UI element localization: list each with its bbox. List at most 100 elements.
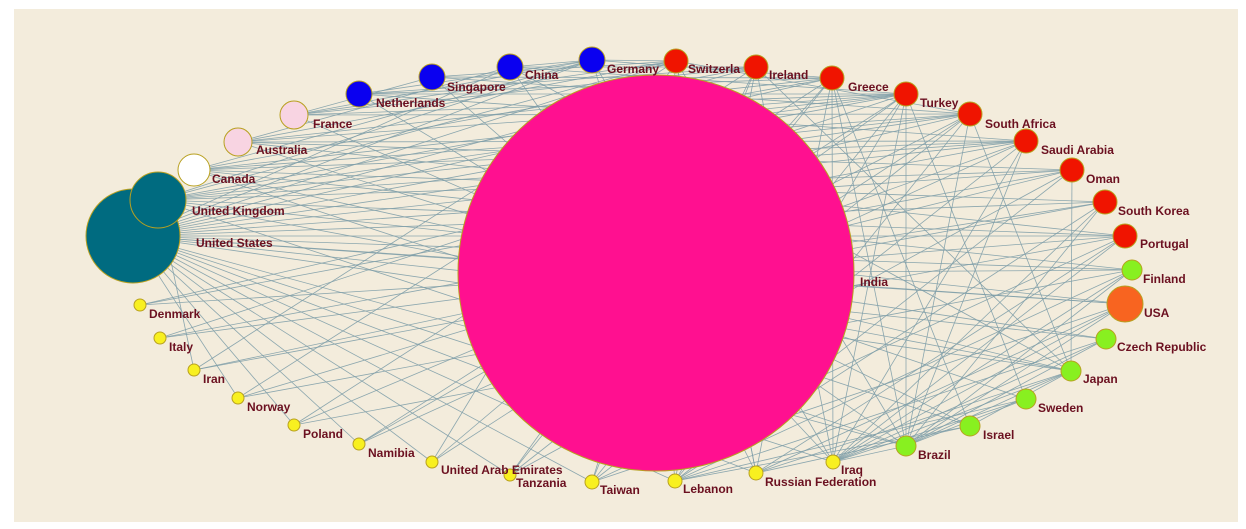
node-italy[interactable] xyxy=(153,331,167,345)
node-label-tanzania: Tanzania xyxy=(516,476,567,490)
node-label-india: India xyxy=(860,275,888,289)
node-label-czech-republic: Czech Republic xyxy=(1117,340,1207,354)
edge-united-states-tanzania xyxy=(132,235,511,476)
node-label-poland: Poland xyxy=(303,427,343,441)
edge-china-turkey xyxy=(509,66,907,95)
node-label-norway: Norway xyxy=(247,400,291,414)
edge-netherlands-ireland xyxy=(358,66,757,95)
edge-czech-republic-iraq xyxy=(832,338,1107,463)
edge-sweden-iraq xyxy=(832,398,1027,463)
nodes-layer xyxy=(85,46,1144,490)
node-japan[interactable] xyxy=(1060,360,1082,382)
node-label-oman: Oman xyxy=(1086,172,1120,186)
node-label-south-korea: South Korea xyxy=(1118,204,1190,218)
node-poland[interactable] xyxy=(287,418,301,432)
node-label-australia: Australia xyxy=(256,143,308,157)
node-switzerland[interactable] xyxy=(663,48,689,74)
node-lebanon[interactable] xyxy=(667,473,683,489)
node-brazil[interactable] xyxy=(895,435,917,457)
node-czech-republic[interactable] xyxy=(1095,328,1117,350)
node-sweden[interactable] xyxy=(1015,388,1037,410)
node-russian-federation[interactable] xyxy=(748,465,764,481)
node-south-korea[interactable] xyxy=(1092,189,1118,215)
node-denmark[interactable] xyxy=(133,298,147,312)
edge-united-states-china xyxy=(132,66,511,237)
edge-australia-greece xyxy=(237,77,833,143)
node-greece[interactable] xyxy=(819,65,845,91)
node-label-iraq: Iraq xyxy=(841,463,863,477)
edge-israel-russian-federation xyxy=(755,425,971,474)
node-tanzania[interactable] xyxy=(503,468,517,482)
node-ireland[interactable] xyxy=(743,54,769,80)
edge-south-africa-japan xyxy=(969,113,1072,372)
node-label-turkey: Turkey xyxy=(920,96,959,110)
node-label-france: France xyxy=(313,117,353,131)
node-label-ireland: Ireland xyxy=(769,68,808,82)
node-label-united-kingdom: United Kingdom xyxy=(192,204,285,218)
edge-sweden-lebanon xyxy=(674,398,1027,482)
node-portugal[interactable] xyxy=(1112,223,1138,249)
labels-layer: India United States United Kingdom Canada Au… xyxy=(149,62,1207,497)
edge-germany-switzerland xyxy=(591,59,677,62)
node-label-portugal: Portugal xyxy=(1140,237,1189,251)
node-label-brazil: Brazil xyxy=(918,448,951,462)
node-label-denmark: Denmark xyxy=(149,307,201,321)
node-label-united-arab-emirates: United Arab Emirates xyxy=(441,463,563,477)
node-singapore[interactable] xyxy=(418,63,446,91)
node-china[interactable] xyxy=(496,53,524,81)
edge-usa-brazil xyxy=(905,303,1126,447)
node-label-israel: Israel xyxy=(983,428,1014,442)
node-france[interactable] xyxy=(279,100,309,130)
node-label-japan: Japan xyxy=(1083,372,1118,386)
node-norway[interactable] xyxy=(231,391,245,405)
node-usa[interactable] xyxy=(1106,285,1144,323)
node-label-south-africa: South Africa xyxy=(985,117,1056,131)
edge-turkey-sweden xyxy=(905,93,1027,400)
edge-united-states-namibia xyxy=(132,235,360,445)
node-israel[interactable] xyxy=(959,415,981,437)
network-graph: India United States United Kingdom Canada Au… xyxy=(85,46,1207,497)
node-label-germany: Germany xyxy=(607,62,659,76)
edge-saudi-arabia-iraq xyxy=(832,140,1027,463)
edge-united-states-taiwan xyxy=(132,235,593,483)
edge-finland-brazil xyxy=(905,269,1133,447)
node-label-singapore: Singapore xyxy=(447,80,506,94)
node-label-russian-federation: Russian Federation xyxy=(765,475,876,489)
node-saudi-arabia[interactable] xyxy=(1013,128,1039,154)
node-label-sweden: Sweden xyxy=(1038,401,1083,415)
node-label-namibia: Namibia xyxy=(368,446,415,460)
node-namibia[interactable] xyxy=(352,437,366,451)
edge-germany-greece xyxy=(591,59,833,79)
node-finland[interactable] xyxy=(1121,259,1143,281)
edge-usa-russian-federation xyxy=(755,303,1126,474)
node-label-greece: Greece xyxy=(848,80,889,94)
node-india[interactable] xyxy=(457,74,855,472)
node-label-iran: Iran xyxy=(203,372,225,386)
node-oman[interactable] xyxy=(1059,157,1085,183)
edge-singapore-switzerland xyxy=(431,60,677,78)
edge-united-states-germany xyxy=(132,59,593,237)
edge-south-africa-brazil xyxy=(905,113,971,447)
node-label-switzerland: Switzerla xyxy=(688,62,740,76)
node-united-kingdom[interactable] xyxy=(129,171,187,229)
edge-brazil-iraq xyxy=(832,445,907,463)
node-iraq[interactable] xyxy=(825,454,841,470)
node-turkey[interactable] xyxy=(893,81,919,107)
node-label-united-states: United States xyxy=(196,236,273,250)
node-south-africa[interactable] xyxy=(957,101,983,127)
node-label-canada: Canada xyxy=(212,172,256,186)
node-label-italy: Italy xyxy=(169,340,193,354)
edge-greece-israel xyxy=(831,77,971,427)
node-taiwan[interactable] xyxy=(584,474,600,490)
node-germany[interactable] xyxy=(578,46,606,74)
edge-turkey-iraq xyxy=(832,93,907,463)
node-label-finland: Finland xyxy=(1143,272,1186,286)
node-australia[interactable] xyxy=(223,127,253,157)
node-canada[interactable] xyxy=(177,153,211,187)
node-united-arab-emirates[interactable] xyxy=(425,455,439,469)
node-label-netherlands: Netherlands xyxy=(376,96,446,110)
node-label-lebanon: Lebanon xyxy=(683,482,733,496)
node-netherlands[interactable] xyxy=(345,80,373,108)
edge-japan-brazil xyxy=(905,370,1072,447)
node-iran[interactable] xyxy=(187,363,201,377)
